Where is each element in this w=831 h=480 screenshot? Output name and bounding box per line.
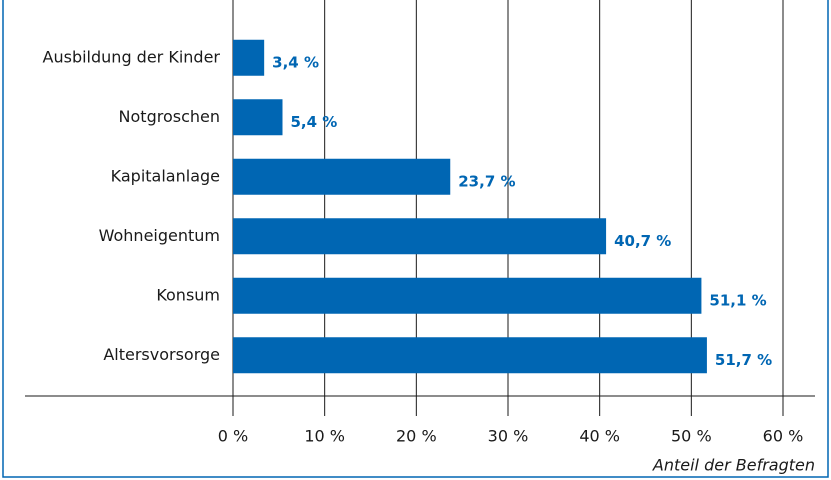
y-tick-label: Konsum bbox=[156, 285, 220, 304]
value-label: 5,4 % bbox=[291, 113, 338, 131]
bar bbox=[233, 39, 265, 76]
y-tick-label: Kapitalanlage bbox=[111, 166, 220, 185]
bar bbox=[233, 277, 702, 314]
bar bbox=[233, 99, 283, 136]
value-label: 51,1 % bbox=[709, 291, 766, 309]
value-label: 51,7 % bbox=[715, 351, 772, 369]
y-tick-label: Notgroschen bbox=[119, 107, 220, 126]
y-tick-label: Wohneigentum bbox=[99, 226, 220, 245]
bar bbox=[233, 218, 607, 255]
x-tick-label: 30 % bbox=[488, 427, 529, 446]
bar bbox=[233, 337, 707, 374]
x-tick-label: 20 % bbox=[396, 427, 437, 446]
bar bbox=[233, 158, 451, 195]
x-axis-label: Anteil der Befragten bbox=[652, 456, 815, 475]
x-tick-label: 10 % bbox=[304, 427, 345, 446]
x-tick-label: 0 % bbox=[218, 427, 248, 446]
y-tick-label: Ausbildung der Kinder bbox=[43, 47, 221, 66]
x-tick-label: 60 % bbox=[763, 427, 804, 446]
value-label: 40,7 % bbox=[614, 232, 671, 250]
value-label: 23,7 % bbox=[458, 172, 515, 190]
y-tick-label: Altersvorsorge bbox=[103, 345, 220, 364]
value-label: 3,4 % bbox=[272, 53, 319, 71]
x-tick-label: 40 % bbox=[579, 427, 620, 446]
x-tick-label: 50 % bbox=[671, 427, 712, 446]
